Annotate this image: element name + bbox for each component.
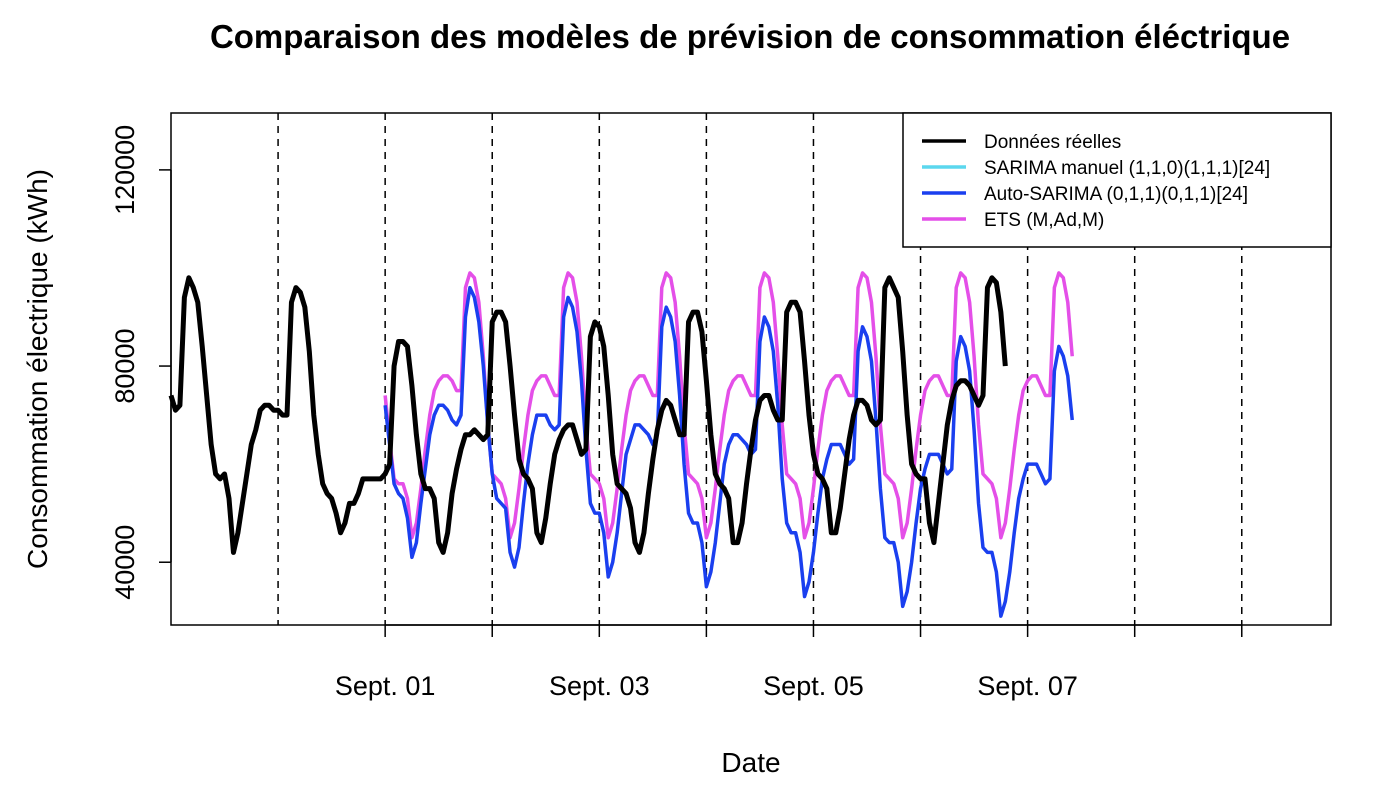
y-tick-label: 80000 [110, 329, 140, 404]
y-tick-label: 40000 [110, 525, 140, 600]
series-line [383, 271, 1074, 540]
legend-label: SARIMA manuel (1,1,0)(1,1,1)[24] [984, 158, 1270, 179]
x-tick-label: Sept. 05 [763, 671, 864, 701]
y-tick-label: 120000 [110, 125, 140, 215]
series-line [168, 275, 1008, 555]
legend-label: Auto-SARIMA (0,1,1)(0,1,1)[24] [984, 184, 1248, 205]
chart-title: Comparaison des modèles de prévision de … [210, 18, 1290, 55]
x-tick-label: Sept. 03 [549, 671, 650, 701]
legend-label: Données réelles [984, 132, 1121, 153]
series-line [383, 285, 1074, 618]
x-tick-label: Sept. 01 [335, 671, 436, 701]
legend-label: ETS (M,Ad,M) [984, 210, 1104, 231]
legend: Données réelles SARIMA manuel (1,1,0)(1,1… [902, 112, 1332, 248]
x-tick-label: Sept. 07 [977, 671, 1078, 701]
legend-box [902, 112, 1332, 248]
x-axis: Sept. 01 Sept. 03 Sept. 05 Sept. 07 [335, 624, 1243, 701]
series-layer [168, 271, 1074, 618]
y-axis-label: Consommation électrique (kWh) [22, 169, 53, 569]
y-axis: 40000 80000 120000 [110, 125, 172, 600]
x-axis-label: Date [721, 747, 780, 778]
